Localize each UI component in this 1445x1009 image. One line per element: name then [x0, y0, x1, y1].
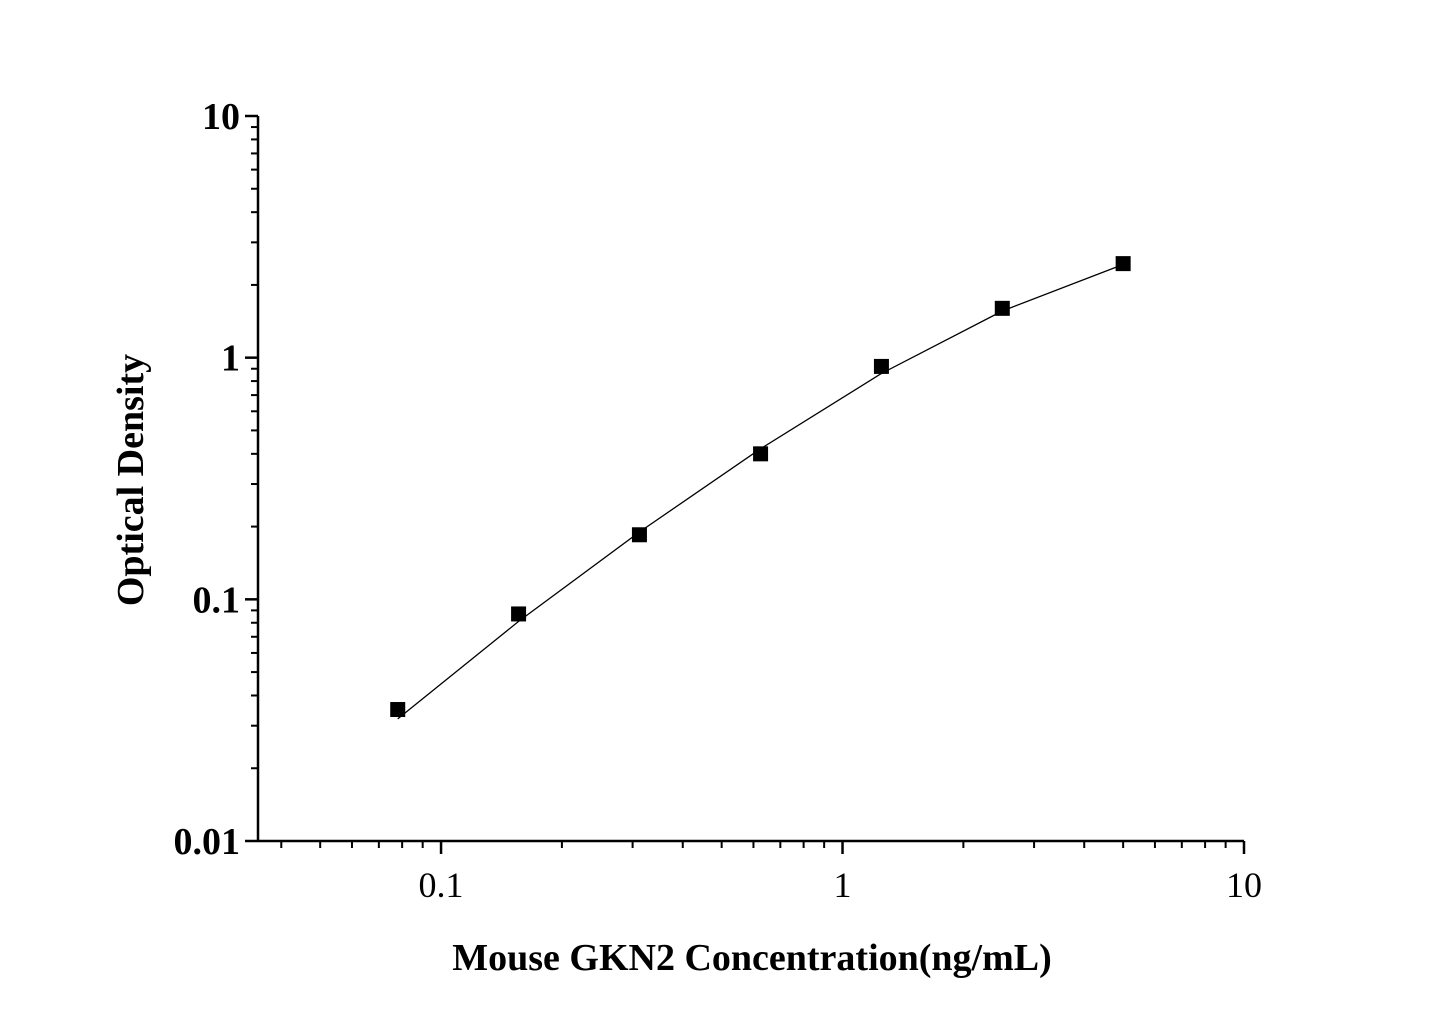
- x-axis-label: Mouse GKN2 Concentration(ng/mL): [452, 937, 1052, 979]
- y-tick-label: 0.01: [174, 821, 241, 863]
- fit-curve-group: [397, 263, 1124, 720]
- data-point-square: [1115, 256, 1131, 272]
- axes: 0.1 1 10 0.01 0.1 1 10: [174, 96, 1263, 905]
- fit-curve-line: [397, 263, 1124, 720]
- data-point-square: [390, 702, 406, 718]
- x-tick-label: 10: [1226, 865, 1262, 905]
- data-point-square: [511, 606, 527, 622]
- data-points: [390, 256, 1131, 718]
- data-point-square: [753, 446, 769, 462]
- x-tick-label: 0.1: [419, 865, 464, 905]
- y-tick-label: 1: [221, 338, 240, 380]
- y-tick-label: 0.1: [193, 579, 241, 621]
- axis-labels: Mouse GKN2 Concentration(ng/mL) Optical …: [110, 354, 1052, 979]
- data-point-square: [631, 527, 647, 543]
- data-point-square: [994, 300, 1010, 316]
- data-point-square: [873, 358, 889, 374]
- x-tick-label: 1: [834, 865, 852, 905]
- y-tick-label: 10: [202, 96, 240, 138]
- y-axis-label: Optical Density: [110, 354, 152, 606]
